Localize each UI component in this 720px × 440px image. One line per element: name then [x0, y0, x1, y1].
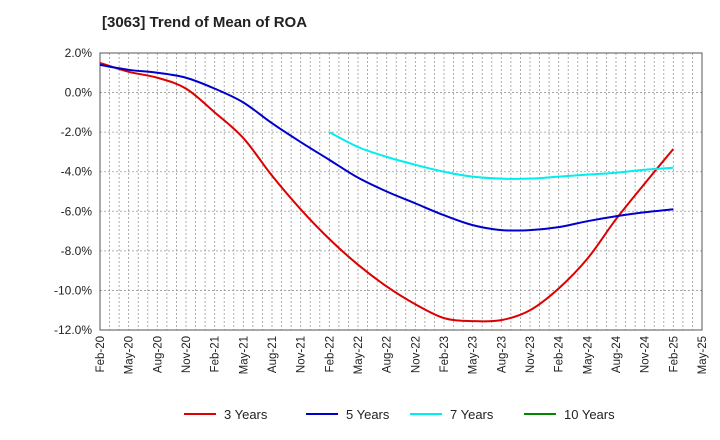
y-tick-label: 2.0%	[65, 46, 93, 60]
x-tick-label: May-20	[124, 336, 136, 374]
grid-layer	[100, 53, 702, 330]
chart-title: [3063] Trend of Mean of ROA	[102, 14, 308, 31]
series-layer	[99, 61, 675, 323]
legend-label-5-years: 5 Years	[346, 407, 390, 422]
x-tick-label: Feb-22	[324, 336, 336, 372]
x-tick-label: Aug-24	[611, 335, 623, 373]
x-tick-label: Aug-21	[267, 336, 279, 373]
x-tick-label: Feb-21	[210, 336, 222, 372]
x-tick-label: Aug-23	[496, 336, 508, 373]
y-tick-label: -8.0%	[61, 244, 93, 258]
y-tick-label: -6.0%	[61, 204, 93, 218]
x-tick-label: May-22	[353, 336, 365, 374]
x-tick-label: Feb-25	[668, 336, 680, 372]
axis-layer: 2.0% 0.0% -2.0% -4.0% -6.0% -8.0% -10.0% -12.0%…	[54, 46, 709, 374]
y-tick-label: -2.0%	[61, 125, 93, 139]
y-tick-label: -4.0%	[61, 165, 93, 179]
x-tick-label: Nov-24	[640, 335, 652, 373]
series-line-7-years	[328, 131, 674, 180]
legend-layer: 3 Years 5 Years 7 Years 10 Years	[184, 407, 615, 422]
x-tick-label: Aug-20	[152, 336, 164, 373]
x-tick-label: May-25	[697, 336, 709, 374]
x-tick-label: Feb-20	[95, 336, 107, 372]
x-tick-label: Nov-21	[296, 336, 308, 373]
x-tick-label: Feb-24	[554, 335, 566, 372]
legend-label-3-years: 3 Years	[224, 407, 268, 422]
legend-label-7-years: 7 Years	[450, 407, 494, 422]
x-tick-label: Feb-23	[439, 336, 451, 372]
plot-frame	[99, 52, 703, 331]
x-tick-label: Aug-22	[382, 336, 394, 373]
x-tick-label: May-23	[468, 336, 480, 374]
series-line-3-years	[99, 61, 675, 323]
legend-label-10-years: 10 Years	[564, 407, 615, 422]
x-tick-label: May-21	[238, 336, 250, 374]
x-tick-label: May-24	[582, 335, 594, 374]
y-tick-label: -10.0%	[54, 283, 92, 297]
y-tick-label: -12.0%	[54, 323, 92, 337]
x-tick-label: Nov-20	[181, 336, 193, 373]
series-line-5-years	[99, 63, 674, 232]
x-tick-label: Nov-23	[525, 336, 537, 373]
x-tick-label: Nov-22	[410, 336, 422, 373]
y-tick-label: 0.0%	[65, 86, 93, 100]
